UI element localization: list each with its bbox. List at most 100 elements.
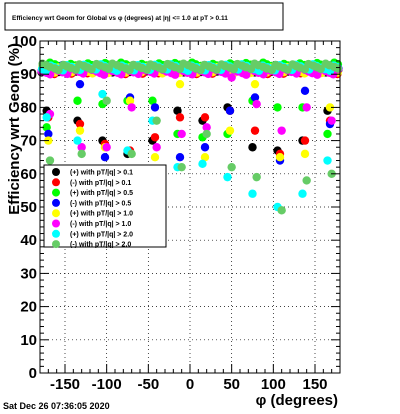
data-point-dip [227,73,236,82]
data-point-dip [150,153,160,162]
data-point-dip [177,129,186,139]
x-tick-label: 150 [302,376,327,393]
legend-box [43,164,167,248]
legend-marker [52,188,60,197]
data-point-dip [323,129,332,139]
data-point-dip [248,189,257,198]
data-point-dip [75,79,85,89]
data-point-dip [252,172,261,182]
data-point-dip [300,86,310,96]
timestamp: Sat Dec 26 07:36:05 2020 [3,401,110,411]
y-tick-label: 10 [20,332,37,349]
data-point-dip [173,106,182,115]
x-tick-label: -150 [50,376,80,393]
x-tick-label: 0 [186,376,194,393]
x-axis-title: φ (degrees) [256,392,338,409]
legend-marker [52,168,60,176]
legend-entry: (+) with pT/|q| > 1.0 [70,211,133,218]
data-point-dip [152,116,161,125]
legend-marker [52,178,60,187]
x-tick-label: -100 [92,376,122,393]
data-point-dip [175,79,185,89]
x-tick-label: -50 [137,376,159,393]
y-tick-label: 60 [20,166,37,183]
y-tick-label: 0 [29,365,37,382]
data-point-dip [250,93,260,102]
data-point-dip [44,129,53,139]
legend-marker [52,219,60,228]
x-tick-label: 100 [261,376,286,393]
data-point-dip [152,143,161,152]
data-point-dip [248,143,257,152]
y-tick-label: 20 [20,299,37,316]
data-point-dip [42,113,51,122]
data-point-dip [250,79,260,89]
data-point-dip [148,96,157,105]
data-point-dip [77,143,86,152]
data-point-dip [150,133,160,142]
data-point-dip [42,123,51,132]
data-point-dip [302,103,311,112]
data-point-dip [277,206,286,215]
data-point-dip [98,89,107,99]
data-points [37,58,343,215]
data-point-dip [225,126,235,135]
data-point-dip [73,96,82,105]
data-point-dip [200,113,210,122]
legend-marker [52,198,60,207]
data-point-dip [300,136,310,145]
data-point-dip [73,136,82,145]
data-point-dip [100,153,110,162]
y-tick-label: 80 [20,99,37,116]
data-point-dip [227,162,236,172]
tick-labels: -150 -100 -50 0 50 100 150 0 10 20 30 40 50 60 70 80 90 1… [12,33,328,393]
data-point [333,64,343,73]
legend-entry: (+) with pT/|q| > 2.0 [70,231,133,238]
x-tick-label: 50 [223,376,240,393]
data-point-dip [273,103,282,112]
legend-entry: (-) with pT/|q| > 0.1 [70,180,131,187]
data-point-dip [175,113,185,122]
legend-entry: (-) with pT/|q| > 1.0 [70,221,131,228]
data-point-dip [77,149,86,159]
data-point-dip [202,123,211,132]
data-point-dip [325,103,335,112]
y-tick-label: 100 [12,33,37,50]
data-point-dip [198,159,207,169]
data-point-dip [127,149,136,159]
legend-entry: (+) with pT/|q| > 0.5 [70,190,133,197]
legend-marker [52,240,60,249]
y-tick-label: 90 [20,66,37,83]
data-point-dip [200,143,210,152]
y-tick-label: 50 [20,199,37,216]
data-point-dip [300,149,310,159]
legend-entry: (-) with pT/|q| > 2.0 [70,242,131,249]
data-point-dip [250,126,260,135]
legend: (+) with pT/|q| > 0.1 (-) with pT/|q| > 0… [43,164,167,249]
data-point-dip [252,99,261,109]
data-point-dip [302,176,311,185]
data-point-dip [277,126,286,135]
data-point-dip [298,189,307,198]
data-point-dip [225,106,235,115]
data-point-dip [150,103,160,112]
y-axis-title: Efficiency wrt Geom (%) [6,43,23,215]
legend-entry: (-) with pT/|q| > 0.5 [70,200,131,207]
grid-lines [40,41,340,373]
data-point-dip [177,162,186,172]
data-point-dip [125,96,135,105]
y-tick-label: 70 [20,133,37,150]
data-point-dip [202,129,211,139]
data-point-dip [323,156,332,165]
data-point-dip [275,153,285,162]
data-point-dip [102,96,111,105]
y-tick-label: 40 [20,232,37,249]
data-point-dip [327,116,336,125]
chart-title: Efficiency wrt Geom for Global vs φ (deg… [12,15,228,22]
data-point-dip [200,153,210,162]
data-point-dip [75,126,85,135]
data-point-dip [102,143,111,152]
data-point-dip [127,103,136,112]
legend-marker [52,229,60,238]
data-point-dip [45,156,55,165]
